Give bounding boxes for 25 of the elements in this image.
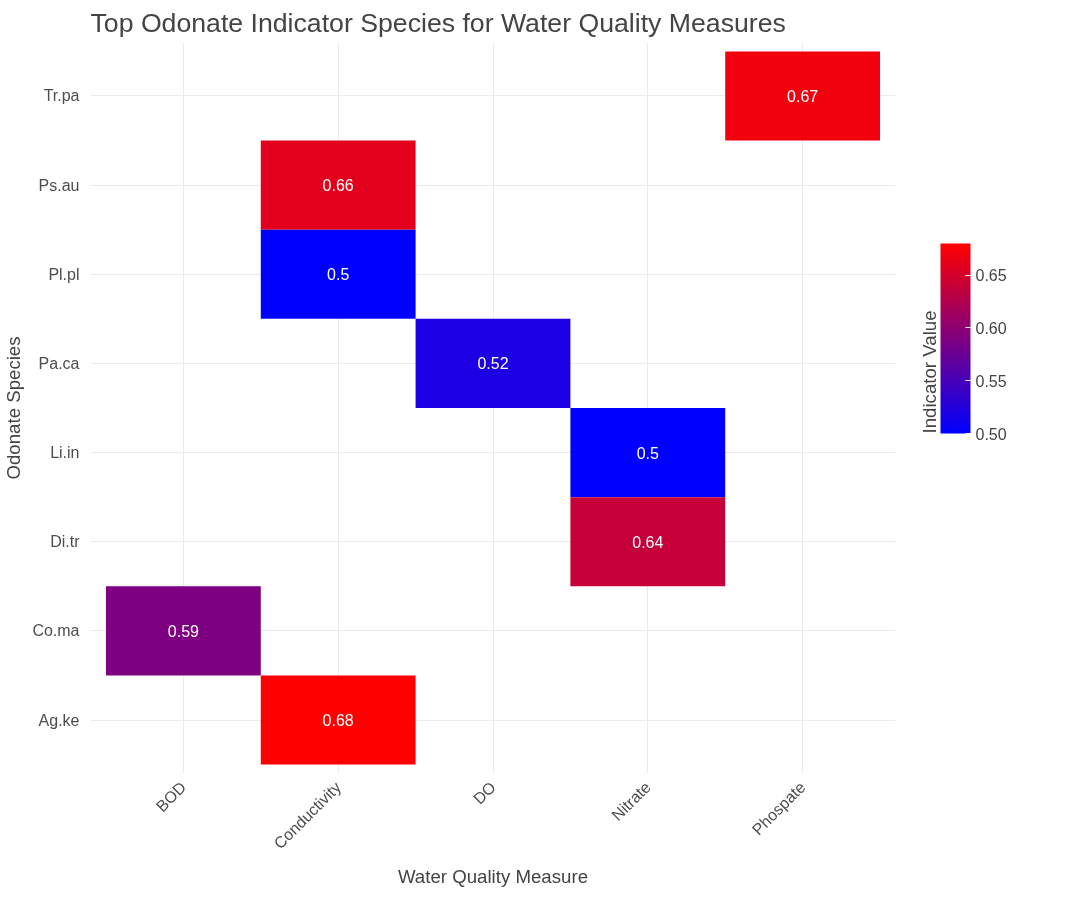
y-tick-label: Pa.ca: [38, 354, 80, 372]
data-label: 0.64: [632, 533, 664, 551]
y-tick-label: Ps.au: [38, 176, 80, 194]
y-tick-label: Di.tr: [50, 533, 81, 551]
y-tick-label: Pl.pl: [48, 265, 80, 283]
data-label: 0.66: [322, 177, 354, 195]
color-bar-label: 0.50: [975, 425, 1007, 443]
y-tick-label: Ag.ke: [38, 711, 80, 729]
color-bar-label: 0.65: [975, 267, 1007, 285]
data-label: 0.5: [327, 266, 350, 284]
data-label: 0.68: [322, 712, 354, 730]
y-tick-label: Tr.pa: [43, 87, 80, 105]
y-tick-label: Li.in: [50, 444, 80, 462]
data-label: 0.52: [477, 355, 509, 373]
data-label: 0.5: [636, 444, 660, 462]
data-label: 0.59: [167, 622, 200, 640]
x-tick-label: DO: [470, 778, 500, 808]
color-bar-title: Indicator Value: [918, 310, 940, 434]
color-bar-label: 0.60: [975, 319, 1007, 337]
color-bar-label: 0.55: [975, 372, 1007, 390]
data-label: 0.67: [787, 87, 819, 105]
x-axis-title: Water Quality Measure: [397, 866, 589, 888]
chart-title: Top Odonate Indicator Species for Water Quality Measures: [90, 7, 786, 38]
y-axis-title: Odonate Species: [3, 336, 25, 480]
y-tick-label: Co.ma: [32, 622, 80, 640]
